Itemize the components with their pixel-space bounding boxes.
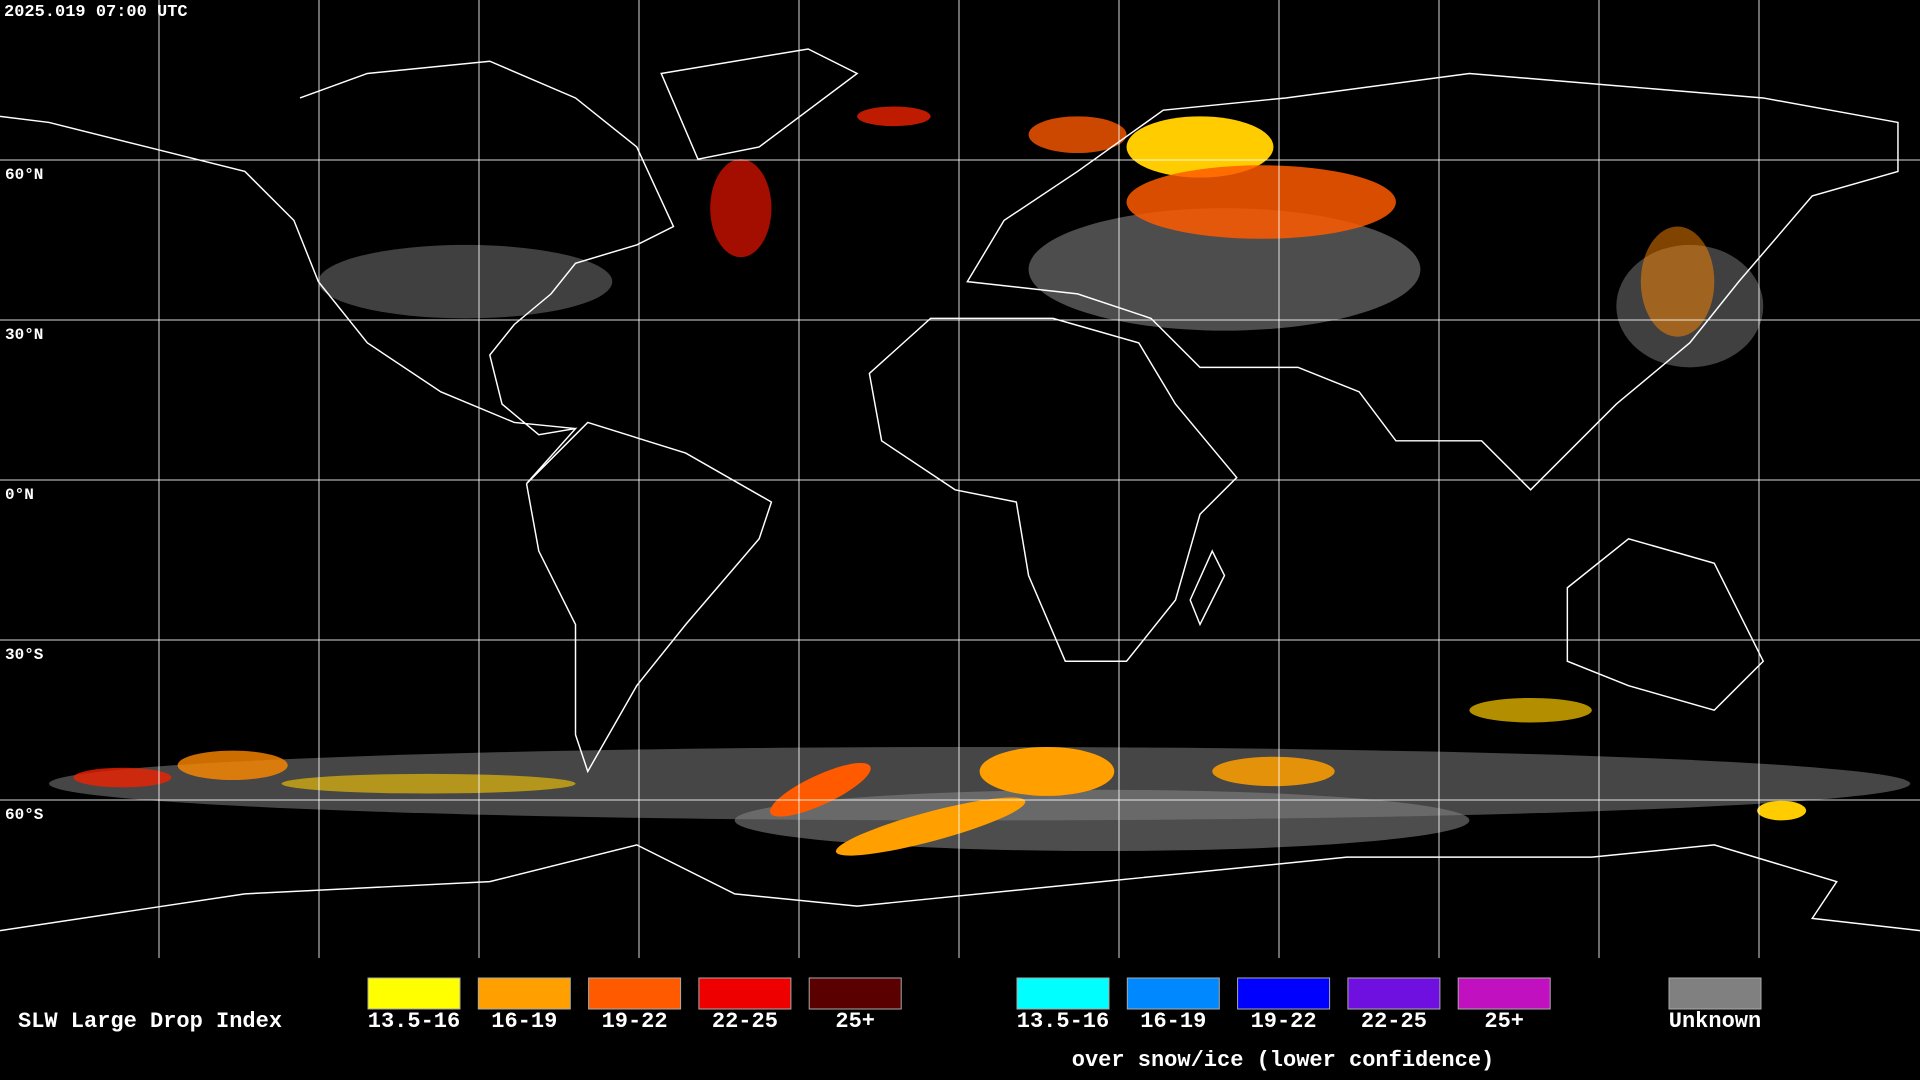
cloud-slw	[1640, 226, 1715, 337]
cloud-slw	[281, 773, 576, 794]
coastline	[868, 317, 1238, 662]
legend-label: 22-25	[1361, 1009, 1427, 1034]
legend-swatch	[1237, 977, 1331, 1010]
coastline	[1566, 537, 1765, 712]
cloud-slw	[1126, 116, 1274, 178]
legend-label: 16-19	[491, 1009, 557, 1034]
legend-label: 19-22	[1251, 1009, 1317, 1034]
cloud-imagery	[48, 106, 1911, 856]
cloud-slw	[770, 762, 871, 817]
legend-label: 19-22	[602, 1009, 668, 1034]
coastline	[0, 844, 1920, 932]
legend-label: 25+	[835, 1009, 875, 1034]
cloud-unknown	[734, 789, 1470, 852]
cloud-slw	[73, 767, 172, 788]
latitude-label: 60°N	[5, 166, 43, 184]
coastline	[1189, 549, 1226, 627]
cloud-slw	[979, 746, 1115, 796]
legend-label: 13.5-16	[1017, 1009, 1109, 1034]
latitude-label: 0°N	[5, 486, 34, 504]
legend: SLW Large Drop Index 13.5-16 16-19 19-22 22-…	[18, 977, 1762, 1073]
latitude-label: 30°N	[5, 326, 43, 344]
legend-swatch	[698, 977, 792, 1010]
legend-swatch	[477, 977, 571, 1010]
legend-swatch	[1457, 977, 1551, 1010]
legend-swatch	[1668, 977, 1762, 1010]
map	[0, 48, 1920, 932]
cloud-slw	[710, 159, 772, 258]
cloud-unknown	[318, 244, 613, 319]
cloud-unknown	[48, 746, 1911, 821]
legend-label: 25+	[1484, 1009, 1524, 1034]
legend-label: 16-19	[1140, 1009, 1206, 1034]
cloud-slw	[1126, 165, 1396, 239]
legend-caption: over snow/ice (lower confidence)	[1072, 1048, 1494, 1073]
latitude-label: 60°S	[5, 806, 44, 824]
cloud-slw	[1757, 800, 1807, 821]
coastlines	[0, 48, 1920, 932]
legend-swatch	[1016, 977, 1110, 1010]
legend-swatch	[367, 977, 461, 1010]
legend-swatch	[588, 977, 682, 1010]
coastline	[660, 48, 859, 161]
legend-swatch	[1347, 977, 1441, 1010]
legend-label: 22-25	[712, 1009, 778, 1034]
legend-title: SLW Large Drop Index	[18, 1009, 282, 1034]
cloud-unknown	[1028, 208, 1421, 331]
latitude-label: 30°S	[5, 646, 44, 664]
cloud-slw	[1212, 756, 1335, 787]
cloud-slw	[835, 797, 1026, 856]
coastline	[966, 72, 1899, 491]
cloud-slw	[1469, 697, 1592, 723]
legend-label: 13.5-16	[368, 1009, 460, 1034]
timestamp: 2025.019 07:00 UTC	[4, 3, 188, 22]
cloud-slw	[857, 106, 931, 127]
legend-label: Unknown	[1669, 1009, 1761, 1034]
legend-swatch	[808, 977, 902, 1010]
cloud-slw	[1028, 116, 1127, 154]
graticule	[0, 0, 1920, 958]
legend-swatch	[1126, 977, 1220, 1010]
cloud-slw	[177, 750, 288, 781]
